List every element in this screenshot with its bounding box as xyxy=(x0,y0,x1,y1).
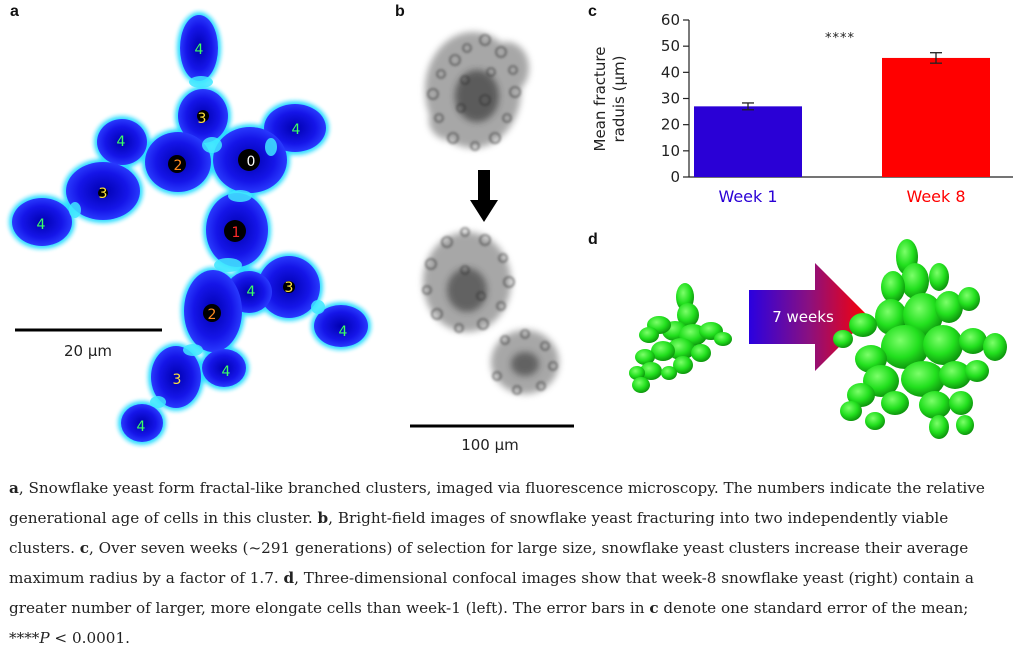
panel-letter-d: d xyxy=(588,231,598,248)
caption-text-b: , Bright-field images of snowflake yeast… xyxy=(9,509,949,557)
cell-label: 3 xyxy=(99,186,108,202)
panel-b-brightfield-image: 100 μm xyxy=(410,32,574,454)
caption-tail-2: < 0.0001. xyxy=(49,629,130,647)
caption-text-a: , Snowflake yeast form fractal-like bran… xyxy=(9,479,985,527)
cell-label: 4 xyxy=(222,364,231,380)
y-tick-label: 10 xyxy=(661,142,680,160)
cell-label: 4 xyxy=(339,324,348,340)
cell-label: 2 xyxy=(174,158,183,174)
caption-letter-d: d xyxy=(283,569,295,587)
caption-letter-c-ref: c xyxy=(649,599,659,617)
bar-week-8 xyxy=(882,57,990,177)
cell-label: 4 xyxy=(137,419,146,435)
panel-letter-c: c xyxy=(588,3,597,20)
cell-label: 4 xyxy=(195,42,204,58)
seven-weeks-arrow: 7 weeks xyxy=(749,263,869,371)
y-tick-label: 0 xyxy=(670,168,680,186)
significance-label: **** xyxy=(825,31,855,46)
caption-tail-1: denote one standard error of the mean; *… xyxy=(9,599,969,647)
panel-letter-b: b xyxy=(395,3,405,20)
cell-label: 3 xyxy=(173,372,182,388)
panel-d-confocal-3d: 7 weeks xyxy=(629,239,1007,439)
caption-letter-b: b xyxy=(317,509,329,527)
yeast-cluster xyxy=(9,12,371,445)
cell-label: 1 xyxy=(232,225,241,241)
caption-text-c: , Over seven weeks (~291 generations) of… xyxy=(9,539,969,587)
cell-age-labels: 0 1 2 2 3 3 3 3 4 4 4 4 4 4 4 4 xyxy=(37,42,348,435)
fracture-arrow xyxy=(470,170,498,222)
cell-label: 3 xyxy=(285,280,294,296)
cell-label: 4 xyxy=(247,284,256,300)
arrow-label: 7 weeks xyxy=(772,308,834,326)
cell-label: 2 xyxy=(208,307,217,323)
cell-label: 3 xyxy=(198,111,207,127)
y-tick-label: 50 xyxy=(661,37,680,55)
x-tick-labels: Week 1 Week 8 xyxy=(718,187,965,206)
cluster-before-fracture xyxy=(425,32,529,151)
cell-label: 4 xyxy=(37,217,46,233)
caption-text-d: , Three-dimensional confocal images show… xyxy=(9,569,974,617)
scale-bar-b-label: 100 μm xyxy=(461,436,519,454)
x-tick-label: Week 8 xyxy=(906,187,965,206)
clusters-after-fracture xyxy=(422,227,559,395)
x-tick-label: Week 1 xyxy=(718,187,777,206)
week8-3d-cluster xyxy=(833,239,1007,439)
y-tick-label: 40 xyxy=(661,63,680,81)
cell-label: 4 xyxy=(292,122,301,138)
y-tick-label: 20 xyxy=(661,116,680,134)
caption-letter-a: a xyxy=(9,479,19,497)
y-tick-label: 60 xyxy=(661,11,680,29)
y-axis-label-line-1: Mean fracture xyxy=(593,47,609,152)
figure-caption: a, Snowflake yeast form fractal-like bra… xyxy=(9,473,1011,653)
panel-letter-a: a xyxy=(10,3,19,20)
cell-label: 4 xyxy=(117,134,126,150)
y-axis-label-line-2: raduis (μm) xyxy=(610,56,628,143)
y-tick-label: 30 xyxy=(661,90,680,108)
week1-3d-cluster xyxy=(629,283,732,393)
panel-a-fluorescence-image: 0 1 2 2 3 3 3 3 4 4 4 4 4 4 4 4 20 μm xyxy=(9,12,371,445)
scale-bar-a-label: 20 μm xyxy=(64,342,112,360)
panel-c-bar-chart: 0 10 20 30 40 50 60 Week 1 Week 8 Mean fracture… xyxy=(593,11,1013,206)
bar-week-1 xyxy=(694,106,802,177)
cell-label: 0 xyxy=(247,154,256,170)
bars xyxy=(694,52,990,177)
caption-letter-c: c xyxy=(79,539,89,557)
caption-p-symbol: P xyxy=(39,629,50,647)
